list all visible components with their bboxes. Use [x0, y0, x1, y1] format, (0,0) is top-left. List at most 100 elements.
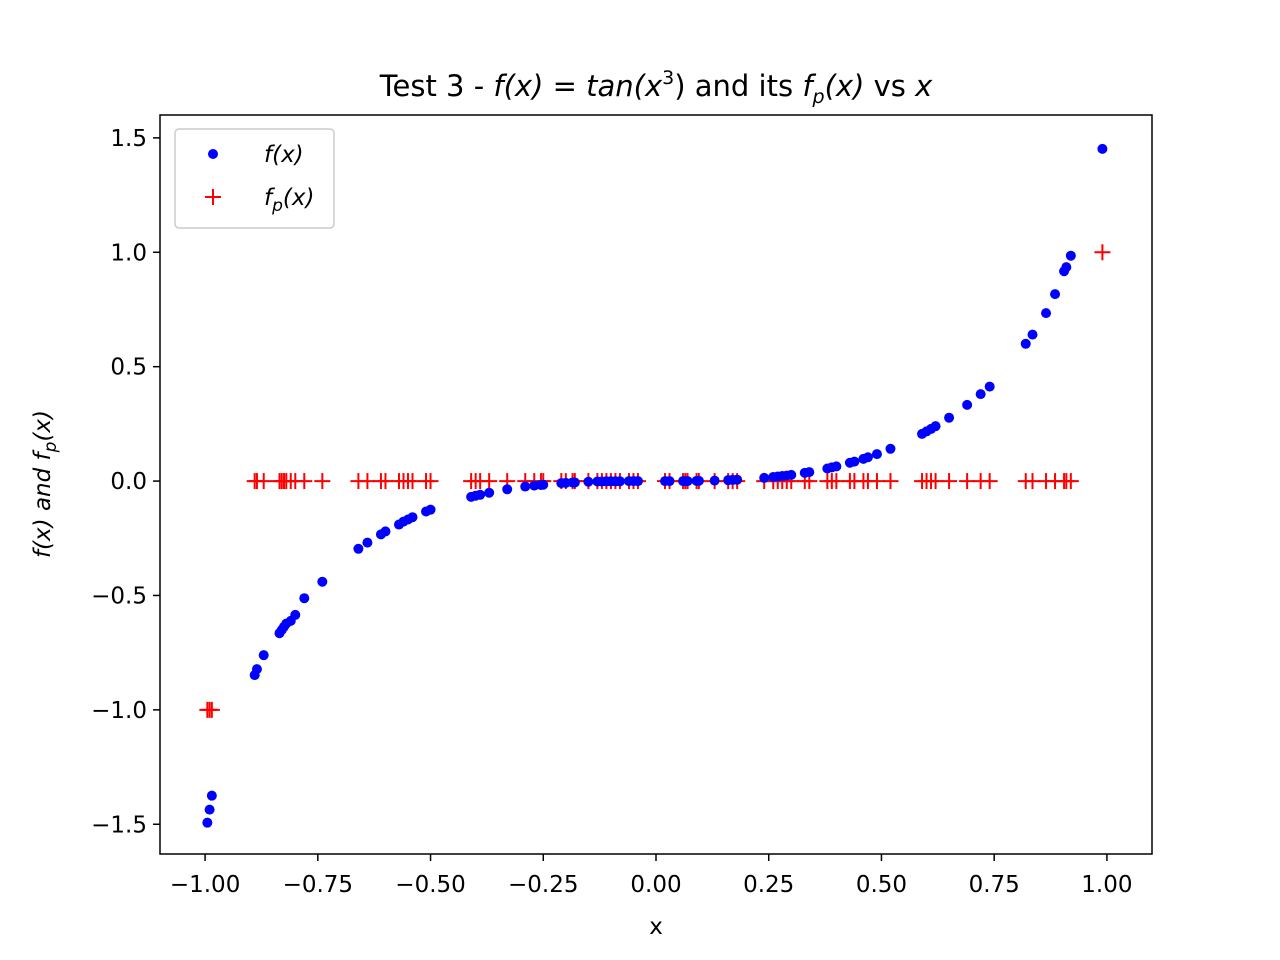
f-point: [202, 817, 213, 828]
fp-point: [941, 473, 958, 490]
title-exponent: 3: [662, 67, 674, 89]
legend-marker-fp: [205, 189, 221, 205]
fp-point: [422, 473, 439, 490]
f-point: [930, 421, 941, 432]
f-point: [1050, 289, 1061, 300]
f-point: [984, 381, 995, 392]
chart-title: Test 3 - f(x) = tan(x3) and its fp(x) vs…: [379, 67, 933, 108]
legend-label-fp: fp(x): [264, 185, 314, 216]
f-point: [786, 469, 797, 480]
f-point: [1065, 250, 1076, 261]
f-point: [862, 452, 873, 463]
legend-box: [174, 128, 335, 229]
f-point: [1027, 329, 1038, 340]
fp-point: [868, 473, 885, 490]
f-point: [1061, 262, 1072, 273]
y-axis-label: f(x) and fp(x): [30, 410, 61, 558]
fp-point: [359, 473, 376, 490]
ticks-layer: −1.00 −0.75 −0.50 −0.25 0.00 0.25 0.50 0.75 1.00…: [91, 126, 1132, 898]
f-point: [614, 476, 625, 487]
fp-point: [1094, 244, 1111, 261]
f-point: [709, 475, 720, 486]
legend-marker-f: [208, 149, 218, 159]
y-tick-label: 0.5: [110, 355, 147, 381]
fp-point: [959, 473, 976, 490]
f-point: [206, 790, 217, 801]
f-point: [380, 526, 391, 537]
f-point: [317, 576, 328, 587]
title-f-expr: f(x) = tan(x: [493, 69, 663, 103]
fp-point: [314, 473, 331, 490]
title-fp-args: (x): [825, 69, 865, 103]
f-point: [251, 664, 262, 675]
y-label-f: f: [30, 449, 56, 460]
f-point: [804, 467, 815, 478]
legend-fp-args: (x): [283, 185, 315, 211]
fp-point: [1062, 473, 1079, 490]
title-mid: ) and its: [674, 69, 802, 103]
fp-point: [377, 473, 394, 490]
f-point: [885, 443, 896, 454]
x-tick-label: 1.00: [1081, 872, 1132, 898]
f-point: [682, 476, 693, 487]
f-point: [353, 543, 364, 554]
fp-point: [296, 473, 313, 490]
y-tick-label: 1.5: [110, 126, 147, 152]
y-label-args: (x): [30, 410, 56, 442]
f-point: [732, 474, 743, 485]
f-point: [362, 537, 373, 548]
y-tick-label: −1.0: [91, 698, 147, 724]
y-tick-label: −1.5: [91, 812, 147, 838]
f-point: [475, 489, 486, 500]
f-point: [871, 449, 882, 460]
f-point: [944, 412, 955, 423]
f-point: [425, 504, 436, 515]
f-point: [407, 512, 418, 523]
title-prefix: Test 3 -: [379, 69, 494, 103]
y-tick-label: −0.5: [91, 583, 147, 609]
f-point: [258, 650, 269, 661]
f-point: [290, 609, 301, 620]
x-tick-label: 0.50: [856, 872, 907, 898]
f-point: [569, 477, 580, 488]
x-axis-label: x: [649, 914, 663, 940]
f-point: [204, 804, 215, 815]
f-point: [759, 472, 770, 483]
y-tick-label: 1.0: [110, 240, 147, 266]
marks-layer: [199, 143, 1111, 828]
fp-point: [481, 473, 498, 490]
fp-point: [882, 473, 899, 490]
f-point: [484, 487, 495, 498]
f-point: [1097, 143, 1108, 154]
fp-point: [404, 473, 421, 490]
title-x: x: [914, 69, 933, 103]
f-point: [693, 475, 704, 486]
fp-point: [255, 473, 272, 490]
f-point: [664, 476, 675, 487]
f-point: [299, 593, 310, 604]
x-tick-label: −0.25: [508, 872, 578, 898]
f-point: [520, 481, 531, 492]
y-label-sub: p: [41, 441, 61, 453]
x-tick-label: −0.75: [283, 872, 353, 898]
f-point: [849, 456, 860, 467]
legend: f (x) fp(x): [174, 128, 335, 229]
f-point: [962, 399, 973, 410]
title-vs: vs: [864, 69, 915, 103]
x-tick-label: −0.50: [395, 872, 465, 898]
f-point: [502, 484, 513, 495]
fp-point: [981, 473, 998, 490]
y-label-part-a: f(x) and: [30, 460, 56, 558]
legend-fp-f: f: [264, 185, 275, 211]
x-tick-label: 0.75: [969, 872, 1020, 898]
x-tick-label: 0.00: [630, 872, 681, 898]
f-point: [975, 389, 986, 400]
y-tick-label: 0.0: [110, 469, 147, 495]
fp-point: [927, 473, 944, 490]
fp-point: [1024, 473, 1041, 490]
x-tick-label: −1.00: [170, 872, 240, 898]
x-tick-label: 0.25: [743, 872, 794, 898]
title-fp-sub: p: [812, 86, 825, 108]
legend-fp-sub: p: [271, 196, 283, 216]
f-point: [1020, 338, 1031, 349]
